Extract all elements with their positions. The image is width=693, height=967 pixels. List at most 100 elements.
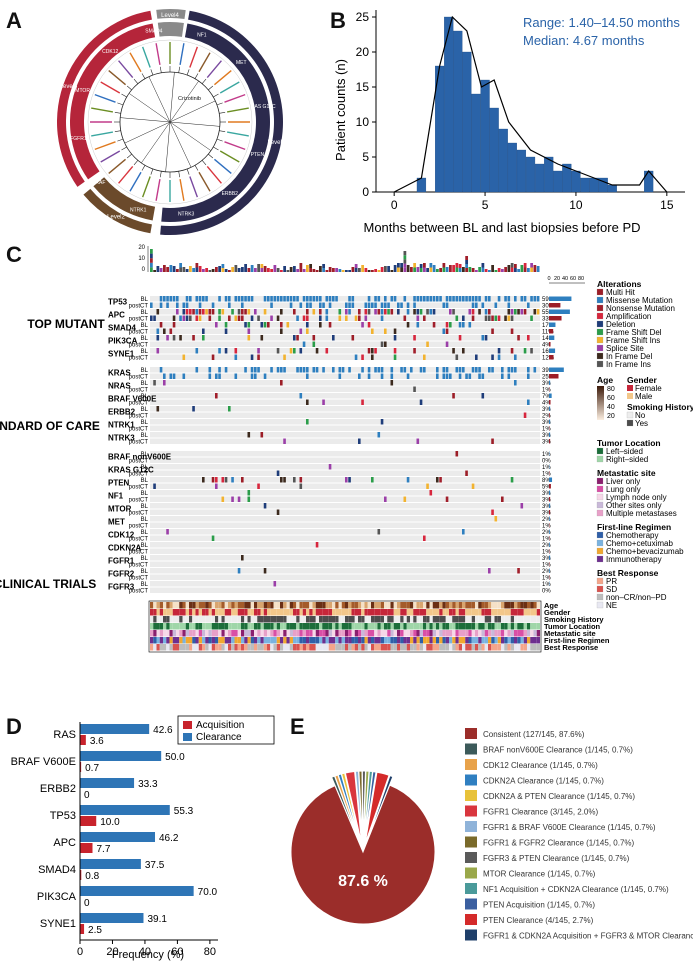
clinical-track-cell <box>367 623 371 630</box>
clinical-track-cell <box>163 623 167 630</box>
group-label-standard-of-care: STANDARD OF CARE <box>0 419 100 433</box>
clinical-track-cell <box>481 609 485 616</box>
clinical-track-cell <box>267 602 271 609</box>
pie-legend-swatch <box>465 728 477 739</box>
clinical-track-cell <box>491 637 495 644</box>
alteration-cell <box>380 373 384 379</box>
alteration-cell <box>159 367 163 373</box>
alteration-cell <box>514 354 517 360</box>
clinical-track-cell <box>319 602 323 609</box>
clinical-track-cell <box>185 623 189 630</box>
alteration-cell <box>416 309 420 315</box>
clinical-track-cell <box>510 637 514 644</box>
alteration-cell <box>192 309 195 315</box>
alterations-legend-swatch <box>596 352 604 360</box>
clinical-track-label: First-line Regimen <box>544 636 610 645</box>
clinical-track-cell <box>172 616 176 623</box>
gene-row-background <box>150 516 540 522</box>
clearance-value-label: 37.5 <box>145 860 165 871</box>
response-legend-item: SD <box>606 585 617 594</box>
clinical-track-cell <box>341 637 345 644</box>
clinical-track-cell <box>192 616 196 623</box>
clinical-track-cell <box>273 602 277 609</box>
clinical-track-cell <box>488 644 492 651</box>
alteration-cell <box>367 296 371 302</box>
clinical-track-cell <box>215 602 219 609</box>
clinical-track-cell <box>328 623 332 630</box>
clinical-track-cell <box>436 644 440 651</box>
alteration-cell <box>156 348 160 354</box>
alteration-cell <box>205 309 208 315</box>
gene-name: MTOR <box>108 505 132 514</box>
top-bar-segment <box>332 268 335 272</box>
clinical-track-cell <box>458 609 462 616</box>
clinical-track-cell <box>224 616 228 623</box>
clinical-track-cell <box>384 637 388 644</box>
alteration-cell <box>296 296 299 302</box>
alteration-cell <box>423 535 426 541</box>
clinical-track-cell <box>351 637 355 644</box>
clinical-track-cell <box>218 637 222 644</box>
clinical-track-cell <box>481 616 485 623</box>
clinical-track-cell <box>211 616 215 623</box>
bar-legend-label: Acquisition <box>196 720 244 731</box>
clinical-track-cell <box>491 644 495 651</box>
alteration-cell <box>387 309 390 315</box>
clinical-track-cell <box>302 609 306 616</box>
alteration-cell <box>429 490 433 496</box>
clinical-track-cell <box>403 637 407 644</box>
clinical-track-cell <box>237 609 241 616</box>
clinical-track-cell <box>442 637 446 644</box>
clinical-track-cell <box>234 602 238 609</box>
x-tick-label: 60 <box>171 946 183 958</box>
clinical-track-cell <box>228 630 232 637</box>
clinical-track-cell <box>325 637 329 644</box>
clinical-track-cell <box>306 623 310 630</box>
clinical-track-cell <box>224 630 228 637</box>
alteration-cell <box>351 335 355 341</box>
alteration-cell <box>218 367 221 373</box>
row-percent: 5% <box>542 485 551 491</box>
acquisition-bar <box>80 843 93 853</box>
clinical-track-cell <box>377 637 381 644</box>
drug-label-mark <box>100 81 121 94</box>
alteration-cell <box>208 309 212 315</box>
top-bar-segment <box>260 268 264 272</box>
clinical-track-cell <box>527 630 531 637</box>
alteration-cell <box>374 348 377 354</box>
top-axis-label: 10 <box>138 256 145 262</box>
row-percent: 1% <box>542 537 551 543</box>
smoking-legend-title: Smoking History <box>627 402 693 412</box>
clinical-track-cell <box>169 623 173 630</box>
alteration-cell <box>185 296 189 302</box>
top-bar-segment <box>514 268 517 272</box>
drug-label-mark <box>118 60 134 79</box>
clinical-track-cell <box>471 630 475 637</box>
clinical-track-cell <box>283 637 287 644</box>
gene-label: NF1 <box>197 33 207 39</box>
clinical-track-cell <box>478 630 482 637</box>
histogram-bar <box>607 184 617 193</box>
clinical-track-cell <box>397 644 401 651</box>
gender-legend-swatch <box>627 393 633 399</box>
acquisition-value-label: 3.6 <box>90 736 104 747</box>
clinical-track-cell <box>218 616 222 623</box>
clinical-track-cell <box>367 630 371 637</box>
alteration-cell <box>319 302 322 308</box>
clinical-track-cell <box>215 609 219 616</box>
top-bar-segment <box>423 267 426 272</box>
pie-legend-swatch <box>465 883 477 894</box>
clinical-track-cell <box>406 630 410 637</box>
clinical-track-cell <box>387 623 391 630</box>
alteration-cell <box>406 477 410 483</box>
clinical-track-cell <box>436 637 440 644</box>
top-bar-segment <box>475 270 478 272</box>
top-bar-segment <box>361 265 365 272</box>
gene-row-background <box>150 542 540 548</box>
histogram-bar <box>480 79 490 193</box>
alteration-cell <box>380 302 384 308</box>
gene-name: KRAS <box>108 369 131 378</box>
tree-spoke <box>128 93 171 123</box>
histogram-bar <box>489 107 499 193</box>
